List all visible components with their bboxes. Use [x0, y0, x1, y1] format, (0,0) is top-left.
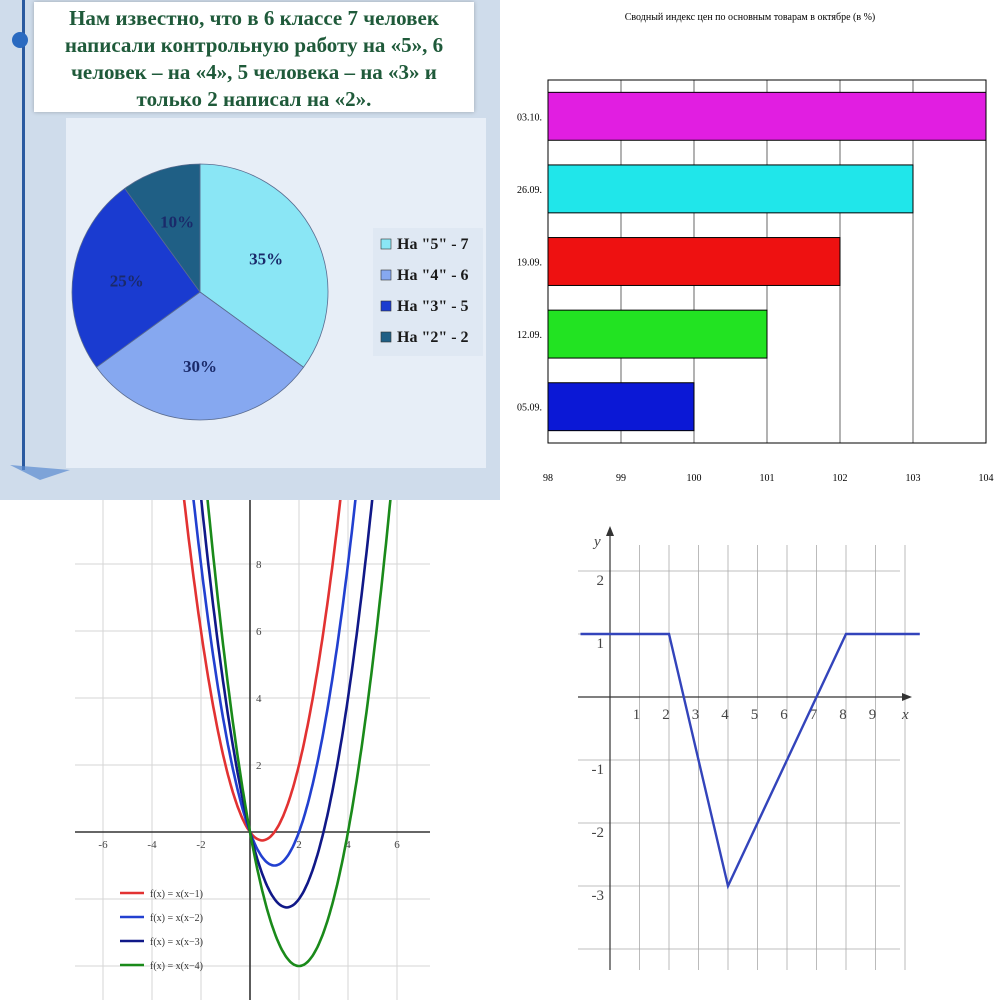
parabola-x-tick-label: 4: [345, 839, 351, 851]
pie-legend-label: На "4" - 6: [397, 267, 469, 284]
piecewise-x-tick-label: 3: [692, 707, 700, 723]
bar-category-label: 05.09.: [517, 403, 542, 414]
piecewise-y-tick-label: 1: [597, 636, 605, 652]
y-axis-arrow-icon: [606, 526, 614, 536]
parabola-legend-label: f(x) = x(x−4): [150, 961, 203, 972]
parabola-y-tick-label: 6: [256, 626, 262, 638]
pie-chart-title: Нам известно, что в 6 классе 7 человек н…: [64, 6, 444, 111]
pie-legend-swatch: [380, 269, 392, 281]
bar-x-tick-label: 101: [760, 473, 775, 484]
piecewise-y-tick-label: 2: [597, 573, 605, 589]
parabola-legend-label: f(x) = x(x−1): [150, 889, 203, 900]
bar-x-tick-label: 103: [906, 473, 921, 484]
pie-legend-label: На "3" - 5: [397, 298, 469, 315]
piecewise-x-tick-label: 9: [869, 707, 877, 723]
parabola-series-line: [182, 500, 342, 842]
piecewise-y-tick-label: -3: [592, 888, 605, 904]
bar-category-label: 26.09.: [517, 185, 542, 196]
parabola-chart-panel: -6 -4 -2 2 4 6 2 4 6 8 f(x) = x(x−1) f(x) = x(x−2) f…: [0, 500, 500, 1000]
parabola-x-tick-label: -6: [98, 839, 108, 851]
piecewise-series-line: [580, 632, 920, 890]
piecewise-x-tick-label: 5: [751, 707, 759, 723]
piecewise-x-tick-label: 6: [780, 707, 788, 723]
piecewise-x-tick-label: 1: [633, 707, 641, 723]
piecewise-x-tick-label: 4: [721, 707, 729, 723]
decorative-arrow-icon: [10, 465, 70, 480]
parabola-x-tick-label: 2: [296, 839, 302, 851]
parabola-chart: -6 -4 -2 2 4 6 2 4 6 8 f(x) = x(x−1) f(x) = x(x−2) f…: [75, 500, 430, 1000]
parabola-y-tick-label: 2: [256, 760, 262, 772]
piecewise-x-tick-label: 8: [839, 707, 847, 723]
piecewise-y-tick-label: -2: [592, 825, 605, 841]
pie-legend-swatch: [380, 238, 392, 250]
bar-category-label: 19.09.: [517, 258, 542, 269]
bar-x-tick-label: 99: [616, 473, 626, 484]
piecewise-chart: x y 1 2 3 4 5 6 7 8 9 2 1 -1 -2 -3: [578, 526, 920, 970]
bar-x-tick-label: 104: [979, 473, 994, 484]
decorative-edge-line: [22, 0, 25, 470]
piecewise-y-tick-label: -1: [592, 762, 605, 778]
parabola-series-line: [192, 500, 357, 867]
pie-slice: [199, 163, 329, 368]
bar-chart-panel: Сводный индекс цен по основным товарам в…: [500, 0, 1000, 500]
pie-slice: [95, 291, 305, 421]
bar-category-label: 12.09.: [517, 330, 542, 341]
parabola-y-tick-label: 4: [256, 693, 262, 705]
pie-slice: [71, 187, 201, 368]
bar-x-tick-label: 102: [833, 473, 848, 484]
piecewise-y-axis-label: y: [592, 534, 601, 550]
parabola-legend-label: f(x) = x(x−3): [150, 937, 203, 948]
pie-legend-label: На "5" - 7: [397, 236, 469, 253]
pie-slice-label: 30%: [183, 357, 217, 376]
decorative-bullet-icon: [12, 32, 28, 48]
pie-slice: [124, 163, 201, 294]
parabola-x-tick-label: -4: [147, 839, 157, 851]
pie-chart: 35% 30% 25% 10% На "5" - 7 На "4" - 6 На "3" -…: [10, 0, 483, 480]
parabola-series-line: [200, 500, 374, 909]
x-axis-arrow-icon: [902, 693, 912, 701]
bar: [547, 164, 914, 214]
parabola-x-tick-label: -2: [196, 839, 205, 851]
bar-x-tick-label: 100: [687, 473, 702, 484]
bar: [547, 382, 695, 432]
pie-legend-box: [373, 228, 483, 356]
pie-legend-label: На "2" - 2: [397, 329, 469, 346]
pie-legend-swatch: [380, 331, 392, 343]
bar-x-tick-label: 98: [543, 473, 553, 484]
pie-chart-title-box: Нам известно, что в 6 классе 7 человек н…: [34, 2, 474, 112]
piecewise-chart-panel: x y 1 2 3 4 5 6 7 8 9 2 1 -1 -2 -3: [500, 500, 1000, 1000]
bar-category-label: 03.10.: [517, 112, 542, 123]
pie-chart-panel: Нам известно, что в 6 классе 7 человек н…: [0, 0, 500, 500]
bar: [547, 237, 841, 286]
piecewise-x-tick-label: 2: [662, 707, 670, 723]
bar: [547, 91, 987, 141]
pie-slice-label: 35%: [249, 249, 283, 268]
piecewise-x-axis-label: x: [901, 707, 909, 723]
bar: [547, 309, 768, 359]
pie-slice-label: 25%: [110, 271, 144, 290]
parabola-series-line: [206, 500, 392, 968]
piecewise-x-tick-label: 7: [810, 707, 818, 723]
bar-chart: 98 99 100 101 102 103 104 05.09. 12.09. 19.09. 26.…: [517, 79, 994, 484]
bar-chart-title: Сводный индекс цен по основным товарам в…: [624, 12, 876, 23]
parabola-x-tick-label: 6: [394, 839, 400, 851]
pie-slice-label: 10%: [160, 212, 194, 231]
parabola-y-tick-label: 8: [256, 559, 262, 571]
parabola-legend-label: f(x) = x(x−2): [150, 913, 203, 924]
pie-legend-swatch: [380, 300, 392, 312]
